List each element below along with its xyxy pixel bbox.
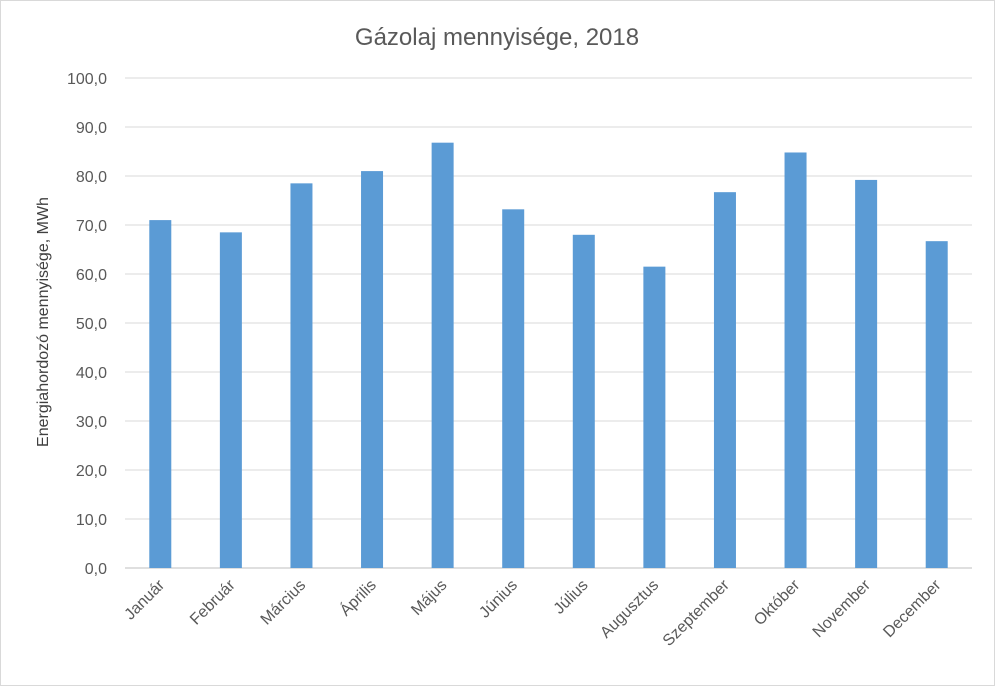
x-tick-label: Január <box>122 576 169 623</box>
bar <box>855 179 878 569</box>
y-tick-label: 30,0 <box>76 414 107 431</box>
y-tick-label: 100,0 <box>67 71 107 88</box>
y-tick-label: 40,0 <box>76 365 107 382</box>
y-tick-label: 80,0 <box>76 169 107 186</box>
y-tick-label: 60,0 <box>76 267 107 284</box>
y-tick-label: 10,0 <box>76 512 107 529</box>
x-tick-label: Április <box>336 575 380 619</box>
y-axis-label: Energiahordozó mennyisége, MWh <box>35 197 52 447</box>
bar <box>149 220 172 568</box>
x-tick-label: Augusztus <box>597 577 662 642</box>
y-tick-label: 70,0 <box>76 218 107 235</box>
y-tick-label: 20,0 <box>76 463 107 480</box>
y-tick-label: 90,0 <box>76 120 107 137</box>
x-tick-label: Október <box>751 576 804 629</box>
bars <box>149 142 948 569</box>
bar <box>925 241 948 569</box>
x-tick-label: November <box>810 576 875 641</box>
x-tick-label: Szeptember <box>660 576 733 649</box>
bar <box>431 142 454 568</box>
bar <box>219 232 242 568</box>
x-tick-label: Február <box>187 576 239 628</box>
x-tick-label: Március <box>258 577 310 629</box>
bar <box>713 192 736 569</box>
y-tick-label: 0,0 <box>85 561 107 578</box>
x-tick-label: Június <box>476 577 521 622</box>
bar <box>643 266 666 568</box>
bar <box>572 234 595 569</box>
bar <box>502 209 525 568</box>
y-tick-label: 50,0 <box>76 316 107 333</box>
x-axis-ticks: Január Február Március Április Május Június Jú… <box>122 575 945 649</box>
chart-title: Gázolaj mennyisége, 2018 <box>355 24 639 51</box>
x-tick-label: Július <box>551 577 592 618</box>
x-tick-label: Május <box>408 577 450 619</box>
bar <box>361 171 384 568</box>
bar <box>290 183 313 568</box>
bar <box>784 152 807 569</box>
y-axis-ticks: 0,0 10,0 20,0 30,0 40,0 50,0 60,0 70,0 80,0 90,0 1… <box>67 71 107 578</box>
gridlines <box>125 77 972 569</box>
x-tick-label: December <box>880 576 945 641</box>
